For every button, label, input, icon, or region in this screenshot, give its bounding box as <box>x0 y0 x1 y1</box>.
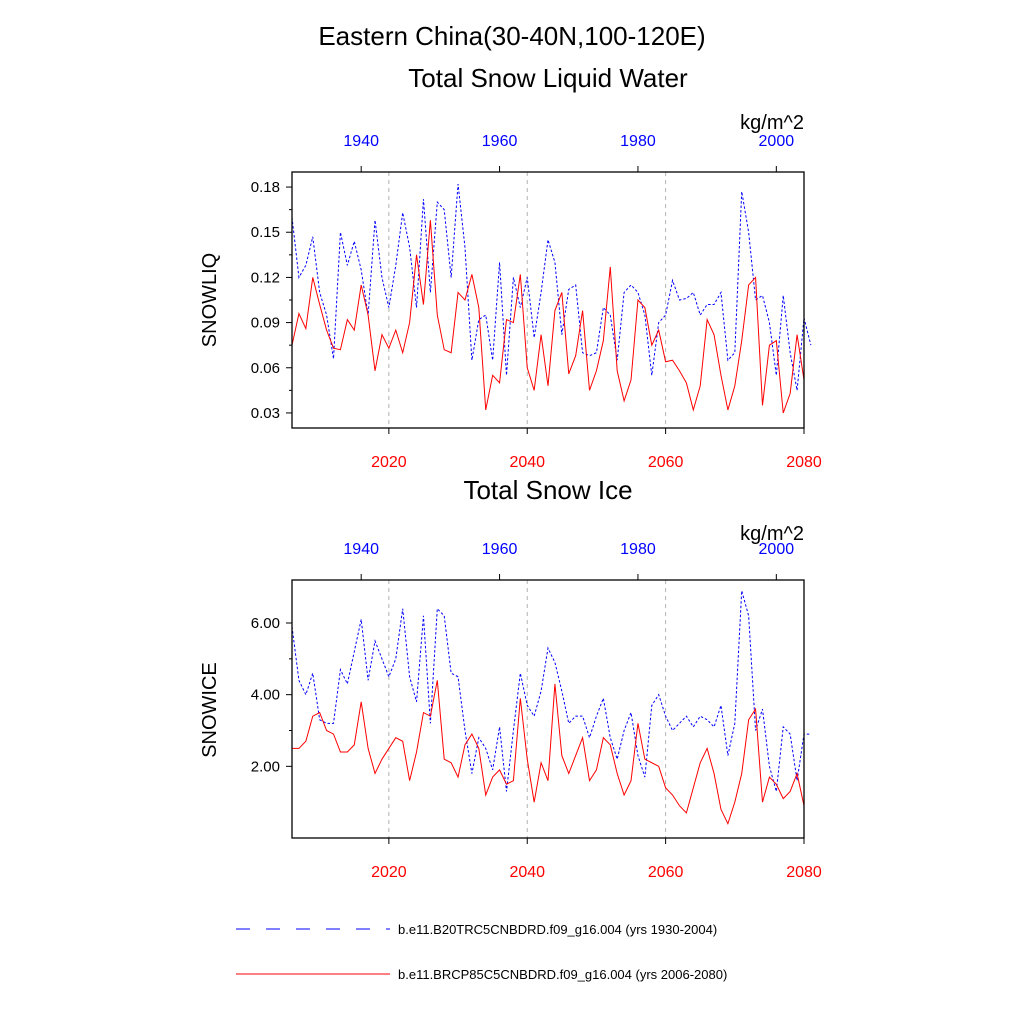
snowliq-bottom-tick-label: 2060 <box>648 454 684 471</box>
snowice-bottom-tick-label: 2040 <box>509 864 545 881</box>
snowice-bottom-tick-label: 2020 <box>371 864 407 881</box>
snowliq-panel: Total Snow Liquid Water kg/m^2 SNOWLIQ 0… <box>199 63 822 471</box>
snowliq-top-tick-label: 2000 <box>759 133 795 150</box>
snowliq-y-tick-label: 0.15 <box>251 224 280 241</box>
snowice-top-tick-label: 2000 <box>759 541 795 558</box>
snowice-rcp85-line <box>292 680 805 826</box>
legend-historical-label: b.e11.B20TRC5CNBDRD.f09_g16.004 (yrs 193… <box>398 922 717 937</box>
figure-title: Eastern China(30-40N,100-120E) <box>318 21 705 51</box>
snowliq-top-tick-label: 1980 <box>620 133 656 150</box>
snowice-y-tick-label: 2.00 <box>251 758 280 775</box>
snowliq-units: kg/m^2 <box>740 112 804 134</box>
snowliq-y-tick-label: 0.18 <box>251 179 280 196</box>
snowliq-y-label: SNOWLIQ <box>199 253 221 347</box>
snowice-y-label: SNOWICE <box>199 662 221 758</box>
snowliq-bottom-tick-label: 2080 <box>786 454 822 471</box>
snowice-plot-frame <box>291 579 805 839</box>
snowliq-title: Total Snow Liquid Water <box>408 63 688 93</box>
snowice-bottom-tick-label: 2080 <box>786 864 822 881</box>
snowice-panel: Total Snow Ice kg/m^2 SNOWICE 2.00 4.00 6.… <box>199 475 822 881</box>
legend-rcp85-label: b.e11.BRCP85C5CNBDRD.f09_g16.004 (yrs 20… <box>398 967 727 982</box>
snowice-y-tick-label: 4.00 <box>251 687 280 704</box>
snowice-top-tick-label: 1940 <box>343 541 379 558</box>
snowliq-y-tick-label: 0.12 <box>251 269 280 286</box>
snowice-top-tick-label: 1960 <box>482 541 518 558</box>
snowice-historical-line <box>291 590 811 792</box>
legend: b.e11.B20TRC5CNBDRD.f09_g16.004 (yrs 193… <box>236 922 727 982</box>
snowice-units: kg/m^2 <box>740 523 804 545</box>
snowliq-top-tick-label: 1960 <box>482 133 518 150</box>
snowliq-top-tick-label: 1940 <box>343 133 379 150</box>
snowliq-historical-line <box>291 183 812 391</box>
snowice-top-tick-label: 1980 <box>620 541 656 558</box>
snowliq-y-tick-label: 0.09 <box>251 315 280 332</box>
snowliq-rcp85-line <box>291 220 805 414</box>
snowice-title: Total Snow Ice <box>463 475 632 505</box>
snowliq-bottom-tick-label: 2020 <box>371 454 407 471</box>
snowliq-y-tick-label: 0.06 <box>251 360 280 377</box>
snowliq-y-tick-label: 0.03 <box>251 405 280 422</box>
snowliq-bottom-tick-label: 2040 <box>509 454 545 471</box>
snowice-y-tick-label: 6.00 <box>251 615 280 632</box>
snowice-bottom-tick-label: 2060 <box>648 864 684 881</box>
